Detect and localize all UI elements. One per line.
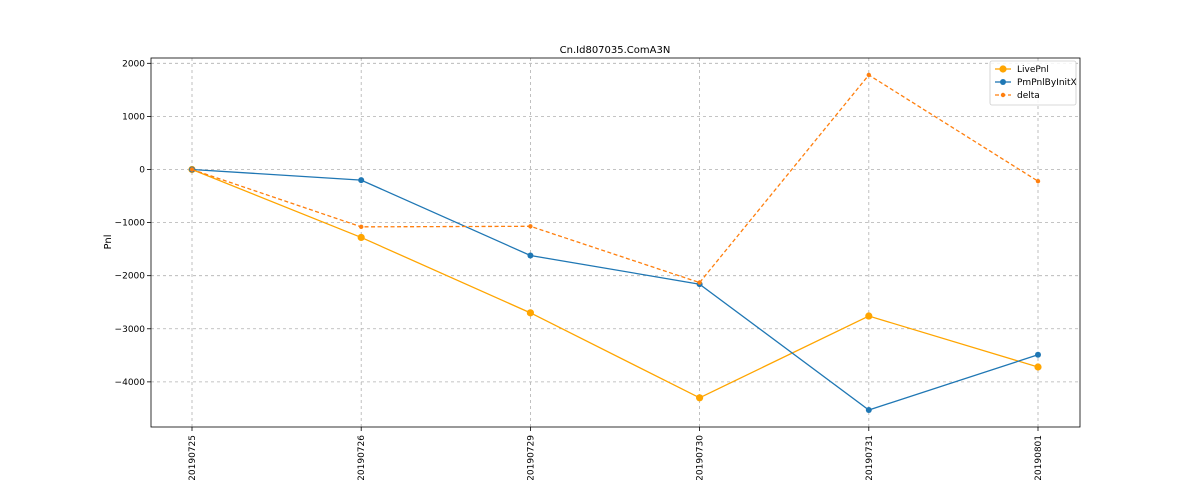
y-tick-label: −3000 [115, 325, 146, 335]
chart-title: Cn.Id807035.ComA3N [560, 45, 671, 56]
legend-marker [999, 65, 1007, 73]
data-point [696, 394, 704, 402]
data-point [189, 167, 195, 172]
plot-frame [150, 57, 1081, 428]
data-point [865, 312, 873, 320]
legend-marker [1000, 79, 1006, 85]
y-tick-label: 1000 [122, 112, 145, 122]
data-point [527, 252, 534, 259]
legend-label: LivePnl [1017, 65, 1049, 75]
x-tick-label: 20190801 [1034, 435, 1044, 480]
legend-box [989, 60, 1077, 106]
data-point [865, 407, 872, 414]
series-delta [189, 72, 1041, 285]
data-point [1035, 178, 1041, 184]
data-point [357, 233, 365, 242]
legend-label: delta [1017, 91, 1040, 101]
axis-ticks: 20190725 20190726 20190729 20190730 20190731… [115, 59, 1044, 480]
legend-marker [1000, 92, 1006, 98]
legend-item: delta [995, 91, 1040, 101]
legend-label: PmPnlByInitX [1017, 78, 1077, 88]
series-line [191, 168, 1039, 399]
legend-item: LivePnl [995, 65, 1049, 75]
series-layer [188, 72, 1042, 414]
y-tick-label: −1000 [115, 219, 146, 229]
y-tick-label: 2000 [122, 59, 145, 69]
x-tick-label: 20190730 [696, 435, 706, 480]
y-tick-label: −2000 [115, 272, 146, 282]
y-tick-label: 0 [139, 165, 145, 175]
series-PmPnlByInitX [189, 166, 1041, 414]
data-point [526, 309, 535, 317]
legend: LivePnl PmPnlByInitX delta [989, 60, 1077, 106]
data-point [697, 280, 702, 285]
legend-item: PmPnlByInitX [995, 78, 1077, 88]
data-point [1034, 363, 1042, 371]
x-tick-label: 20190726 [357, 435, 367, 480]
y-axis-title: Pnl [103, 235, 114, 250]
series-line [191, 168, 1039, 411]
data-point [866, 72, 871, 78]
data-point [528, 224, 533, 229]
series-line [191, 74, 1039, 284]
gridlines [151, 58, 1080, 427]
data-point [359, 224, 364, 230]
series-LivePnl [188, 165, 1042, 402]
data-point [1035, 351, 1041, 358]
y-tick-label: −4000 [115, 378, 146, 388]
data-point [358, 177, 365, 184]
x-tick-label: 20190729 [526, 435, 536, 480]
x-tick-label: 20190731 [865, 435, 875, 480]
x-tick-label: 20190725 [188, 435, 198, 480]
